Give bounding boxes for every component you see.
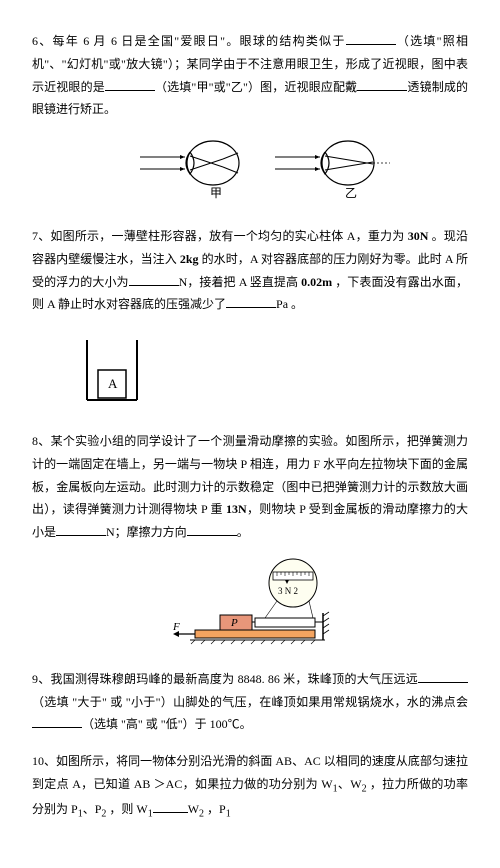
blank-7-2[interactable]: [226, 295, 276, 308]
q8-text-c: N；摩擦力方向: [106, 525, 187, 539]
blank-8-1[interactable]: [56, 523, 106, 536]
scale-text: 3 N 2: [278, 586, 298, 596]
q10-text-b: 、W: [338, 777, 362, 791]
blank-8-2[interactable]: [187, 523, 237, 536]
q8-text-d: 。: [237, 525, 249, 539]
label-jia: 甲: [210, 186, 222, 200]
q6-text-a: 6、每年 6 月 6 日是全国"爱眼日"。眼球的结构类似于: [32, 34, 346, 48]
q9-text-a: 9、我国测得珠穆朗玛峰的最新高度为 8848. 86 米，珠峰顶的大气压远远: [32, 672, 418, 686]
block-p-label: P: [230, 617, 238, 629]
figure-q6-eyes: 甲 乙: [62, 135, 468, 213]
blank-7-1[interactable]: [129, 273, 179, 286]
eye-yi: [275, 141, 390, 185]
eye-diagram-svg: 甲 乙: [135, 135, 395, 205]
question-9: 9、我国测得珠穆朗玛峰的最新高度为 8848. 86 米，珠峰顶的大气压远远 （…: [32, 668, 468, 736]
blank-9-2[interactable]: [32, 715, 82, 728]
q9-text-c: （选填 "高" 或 "低"）于 100℃。: [82, 717, 252, 731]
figure-q8-friction: 3 N 2 P F: [62, 558, 468, 656]
blank-6-1[interactable]: [346, 32, 396, 45]
blank-10-1[interactable]: [153, 800, 188, 813]
label-yi: 乙: [345, 186, 357, 200]
block-a-label: A: [108, 376, 118, 391]
q10-text-e: ，则 W: [106, 802, 147, 816]
q7-text-a: 7、如图所示，一薄壁柱形容器，放有一个均匀的实心柱体 A，重力为: [32, 229, 408, 243]
q10-text-g: ，P: [204, 802, 226, 816]
q7-unit-n: N，接着把 A 竖直提高: [179, 275, 302, 289]
blank-9-1[interactable]: [418, 670, 468, 683]
eye-jia: [140, 141, 239, 185]
question-7: 7、如图所示，一薄壁柱形容器，放有一个均匀的实心柱体 A，重力为 30N 。现沿…: [32, 225, 468, 316]
container-svg: A: [72, 330, 152, 410]
q7-2kg: 2kg: [180, 252, 199, 266]
q8-13n: 13N: [226, 502, 247, 516]
q6-text-c: （选填"甲"或"乙"）图，近视眼应配戴: [155, 80, 357, 94]
blank-6-3[interactable]: [357, 78, 407, 91]
question-10: 10、如图所示，将同一物体分别沿光滑的斜面 AB、AC 以相同的速度从底部匀速拉…: [32, 750, 468, 824]
blank-6-2[interactable]: [105, 78, 155, 91]
q10-text-f: W: [188, 802, 199, 816]
question-6: 6、每年 6 月 6 日是全国"爱眼日"。眼球的结构类似于（选填"照相机"、"幻…: [32, 30, 468, 121]
force-f-label: F: [172, 621, 180, 633]
q10-text-d: 、P: [83, 802, 102, 816]
q9-text-b: （选填 "大于" 或 "小于"）山脚处的气压，在峰顶如果用常规锅烧水，水的沸点会: [32, 695, 468, 709]
sub-1d: 1: [226, 809, 231, 820]
q7-unit-pa: Pa 。: [276, 297, 303, 311]
friction-svg: 3 N 2 P F: [165, 558, 365, 648]
q7-height: 0.02m: [301, 275, 332, 289]
q7-30n: 30N: [408, 229, 429, 243]
figure-q7-container: A: [72, 330, 468, 418]
question-8: 8、某个实验小组的同学设计了一个测量滑动摩擦的实验。如图所示，把弹簧测力计的一端…: [32, 430, 468, 544]
